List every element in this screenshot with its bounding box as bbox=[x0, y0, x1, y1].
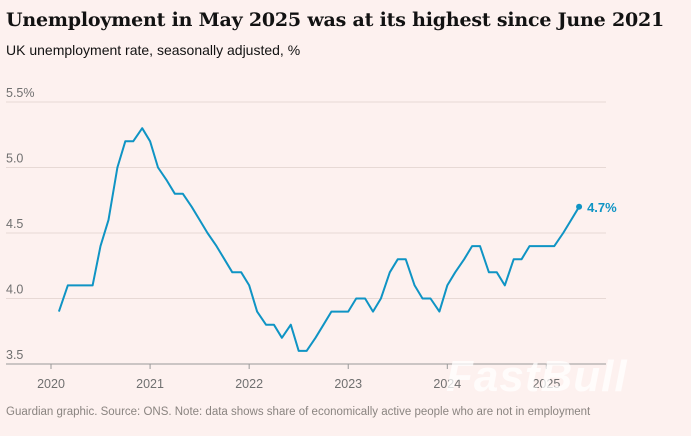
chart-subtitle: UK unemployment rate, seasonally adjuste… bbox=[6, 42, 301, 58]
x-tick-label-4: 2024 bbox=[433, 377, 461, 391]
series-line-0 bbox=[57, 127, 580, 352]
x-tick-label-5: 2025 bbox=[532, 377, 560, 391]
y-tick-label-3: 5.0 bbox=[6, 152, 23, 166]
x-tick-label-2: 2022 bbox=[235, 377, 263, 391]
y-tick-label-2: 4.5 bbox=[6, 217, 23, 231]
line-chart: 3.5 4.0 4.5 5.0 5.5% 2020 2021 2022 2023 2024 2025… bbox=[6, 86, 617, 391]
y-tick-label-4: 5.5% bbox=[6, 86, 35, 100]
y-tick-label-1: 4.0 bbox=[6, 283, 23, 297]
x-tick-label-1: 2021 bbox=[136, 377, 164, 391]
x-tick-label-0: 2020 bbox=[37, 377, 65, 391]
y-tick-label-0: 3.5 bbox=[6, 348, 23, 362]
x-tick-label-3: 2023 bbox=[334, 377, 362, 391]
chart-title: Unemployment in May 2025 was at its high… bbox=[6, 9, 665, 31]
series-end-label-0: 4.7% bbox=[587, 200, 617, 215]
series-end-marker-0 bbox=[576, 203, 583, 210]
source-footnote: Guardian graphic. Source: ONS. Note: dat… bbox=[6, 406, 591, 418]
